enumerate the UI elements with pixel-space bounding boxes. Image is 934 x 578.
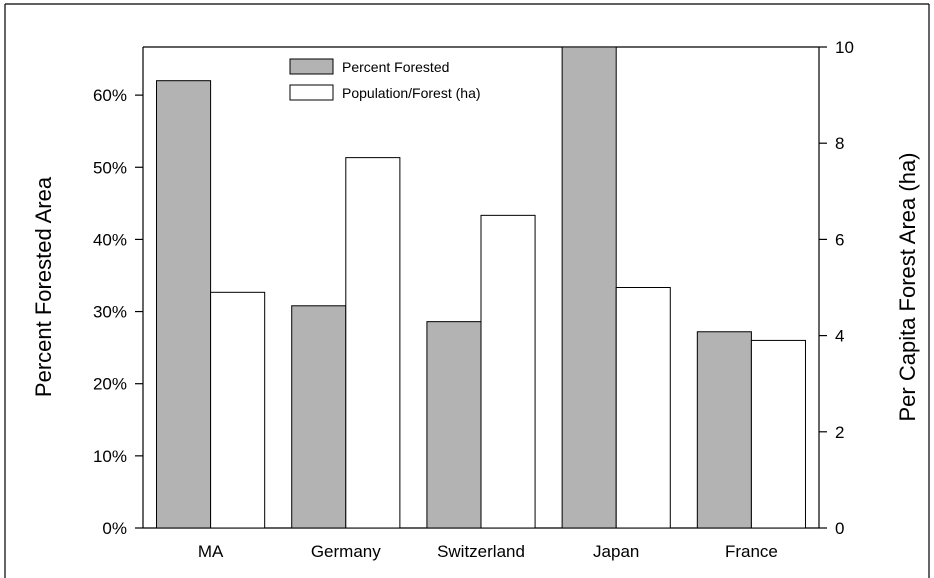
bars [156,46,806,529]
y-tick-label: 50% [93,158,127,177]
y2-axis-title: Per Capita Forest Area (ha) [895,152,920,421]
y-tick-label: 40% [93,230,127,249]
legend: Percent Forested Population/Forest (ha) [289,58,481,101]
x-tick-label-japan: Japan [593,542,639,561]
legend-label-percent-forested: Percent Forested [342,59,449,75]
x-tick-label-germany: Germany [311,542,381,561]
legend-label-population-forest: Population/Forest (ha) [342,85,481,101]
legend-swatch-population-forest [289,84,334,101]
legend-swatch-percent-forested [289,58,334,75]
bar-percent-forested-france [696,331,752,529]
bar-population-forest-france [750,339,806,529]
x-tick-label-ma: MA [198,542,224,561]
bar-percent-forested-switzerland [426,321,482,529]
y2-tick-label: 6 [835,230,844,249]
right-axis: 0 2 4 6 8 10 [819,38,854,538]
y2-tick-label: 2 [835,423,844,442]
x-axis: MA Germany Switzerland Japan France [198,542,778,561]
y2-tick-label: 4 [835,327,844,346]
y-tick-label: 30% [93,303,127,322]
bar-percent-forested-germany [291,305,347,529]
bar-percent-forested-japan [561,46,617,529]
y-tick-label: 10% [93,447,127,466]
bar-population-forest-germany [345,157,401,529]
x-tick-label-france: France [725,542,778,561]
y2-tick-label: 0 [835,519,844,538]
y-tick-label: 60% [93,86,127,105]
y-tick-label: 20% [93,375,127,394]
bar-population-forest-japan [615,287,671,529]
x-tick-label-switzerland: Switzerland [437,542,525,561]
y2-tick-label: 10 [835,38,854,57]
y-tick-label: 0% [102,519,127,538]
bar-population-forest-ma [210,291,266,529]
y2-tick-label: 8 [835,134,844,153]
bar-population-forest-switzerland [480,214,536,529]
left-axis: 0% 10% 20% 30% 40% 50% 60% [93,86,143,538]
y-axis-title: Percent Forested Area [31,176,56,397]
bar-percent-forested-ma [156,80,212,529]
